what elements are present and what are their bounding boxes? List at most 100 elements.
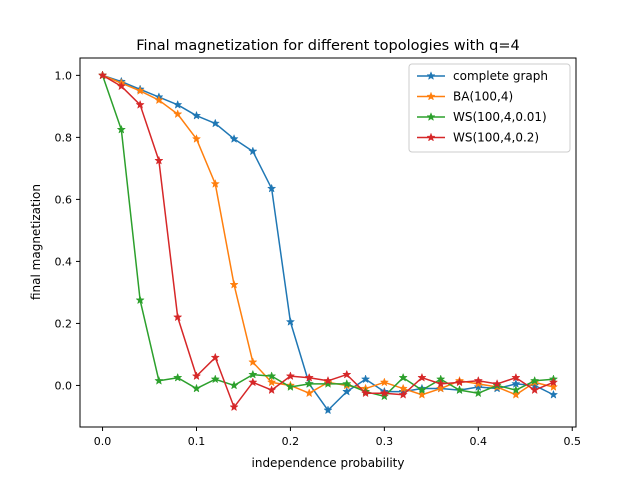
- data-point: [229, 279, 239, 289]
- data-point: [417, 372, 427, 382]
- data-point: [360, 388, 371, 398]
- data-point: [116, 81, 127, 91]
- x-tick-label: 0.1: [188, 435, 206, 448]
- data-point: [191, 371, 202, 381]
- data-point: [473, 388, 483, 398]
- data-point: [529, 375, 540, 385]
- data-point: [97, 70, 108, 80]
- legend-entry-0: complete graph: [417, 69, 548, 83]
- data-point: [323, 375, 333, 385]
- y-tick-label: 0.0: [55, 379, 73, 392]
- data-point: [229, 380, 239, 390]
- x-tick-label: 0.0: [94, 435, 112, 448]
- data-point: [229, 134, 239, 143]
- y-tick-label: 1.0: [55, 69, 73, 82]
- data-point: [548, 377, 559, 387]
- data-point: [135, 295, 145, 305]
- data-point: [173, 109, 183, 119]
- data-point: [248, 377, 258, 387]
- legend: complete graph BA(100,4) WS(100,4,0.01) WS(…: [408, 63, 571, 153]
- legend-entry-1: BA(100,4): [417, 90, 513, 104]
- data-point: [173, 312, 183, 322]
- data-point: [191, 383, 202, 393]
- data-point: [285, 371, 296, 381]
- data-point: [210, 118, 220, 128]
- data-point: [398, 389, 408, 399]
- data-point: [360, 374, 371, 384]
- data-point: [304, 378, 314, 388]
- data-point: [342, 378, 352, 388]
- data-point: [511, 389, 521, 399]
- data-point: [266, 377, 277, 387]
- data-point: [417, 385, 427, 395]
- data-point: [304, 372, 314, 382]
- legend-marker: [426, 91, 436, 101]
- data-point: [323, 378, 333, 388]
- data-point: [135, 85, 145, 95]
- data-point: [548, 382, 559, 391]
- y-axis-label: final magnetization: [29, 184, 43, 300]
- data-point: [210, 352, 220, 362]
- x-tick-label: 0.5: [563, 435, 581, 448]
- series-2: [97, 70, 559, 401]
- data-point: [454, 377, 465, 387]
- y-tick-label: 0.6: [55, 193, 73, 206]
- data-point: [342, 386, 352, 396]
- data-point: [436, 378, 446, 388]
- x-axis-label: independence probability: [252, 456, 405, 470]
- legend-box: [408, 63, 571, 153]
- legend-label: BA(100,4): [453, 90, 513, 104]
- x-tick-label: 0.2: [282, 435, 300, 448]
- data-point: [511, 385, 521, 395]
- data-point: [266, 183, 277, 193]
- legend-label: complete graph: [453, 69, 548, 83]
- data-point: [154, 95, 164, 105]
- data-point: [135, 99, 145, 109]
- y-tick-label: 0.8: [55, 131, 73, 144]
- data-point: [266, 385, 277, 395]
- legend-marker: [426, 112, 436, 121]
- data-point: [492, 378, 502, 388]
- axes-frame: [79, 57, 577, 428]
- data-point: [248, 357, 258, 367]
- plot-area: [97, 70, 559, 415]
- data-point: [285, 316, 296, 326]
- data-point: [248, 146, 258, 156]
- data-point: [379, 391, 390, 401]
- x-tick-label: 0.4: [470, 435, 488, 448]
- y-tick-label: 0.2: [55, 317, 73, 330]
- data-point: [116, 124, 127, 134]
- legend-label: WS(100,4,0.2): [453, 131, 539, 145]
- x-tick-label: 0.3: [376, 435, 394, 448]
- data-point: [173, 99, 183, 109]
- data-point: [229, 402, 239, 412]
- data-point: [436, 383, 446, 393]
- data-point: [191, 134, 202, 143]
- data-point: [529, 385, 540, 395]
- legend-marker: [426, 132, 436, 142]
- axes: 0.0 0.1 0.2 0.3 0.4 0.5 0.0 0.2 0.4 0.6 0.8 1.0: [55, 57, 581, 448]
- data-point: [342, 369, 352, 379]
- legend-marker: [426, 71, 436, 80]
- data-point: [379, 388, 390, 398]
- data-point: [248, 369, 258, 379]
- data-point: [323, 405, 333, 415]
- data-point: [398, 372, 408, 382]
- data-point: [210, 374, 220, 384]
- data-point: [473, 375, 483, 385]
- legend-label: WS(100,4,0.01): [453, 110, 547, 124]
- data-point: [511, 372, 521, 382]
- chart-title: Final magnetization for different topolo…: [136, 38, 520, 54]
- y-tick-label: 0.4: [55, 255, 73, 268]
- legend-entry-3: WS(100,4,0.2): [417, 131, 539, 145]
- data-point: [210, 178, 220, 188]
- series-3: [97, 70, 559, 412]
- data-point: [304, 388, 314, 398]
- legend-entry-2: WS(100,4,0.01): [417, 110, 547, 124]
- data-point: [266, 371, 277, 381]
- data-point: [285, 382, 296, 391]
- data-point: [154, 155, 164, 165]
- data-point: [548, 389, 559, 399]
- data-point: [379, 377, 390, 387]
